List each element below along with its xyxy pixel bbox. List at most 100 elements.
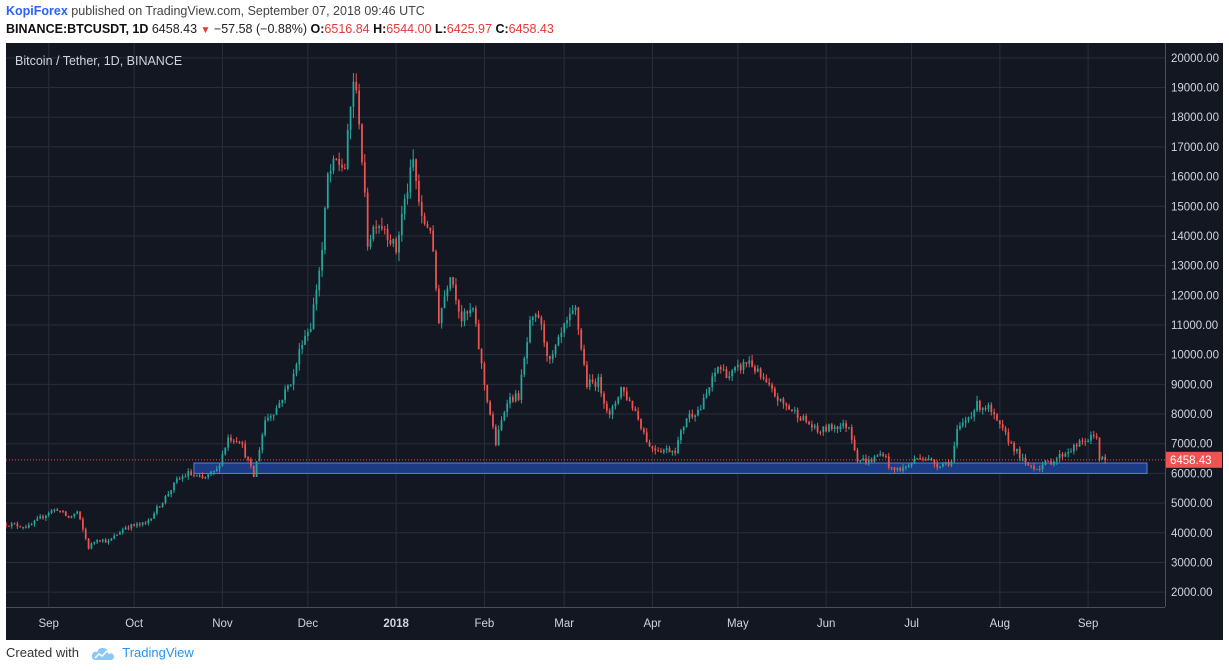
chart-container[interactable]: 2000.00 3000.00 4000.00 5000.00 6000.00 7000.… <box>6 43 1223 640</box>
candle-body <box>791 409 793 411</box>
candle-body <box>116 534 118 536</box>
tradingview-brand-link[interactable]: TradingView <box>122 645 194 660</box>
y-tick-label: 4000.00 <box>1171 528 1213 540</box>
candle-body <box>164 495 167 503</box>
candle <box>549 355 551 364</box>
candle <box>363 154 366 198</box>
candle <box>324 206 326 255</box>
close-label: C: <box>495 22 509 36</box>
candle-body <box>409 167 412 193</box>
candle <box>608 408 611 419</box>
y-tick-label: 14000.00 <box>1171 231 1219 243</box>
candle <box>312 297 315 330</box>
candle-body <box>358 90 360 125</box>
low-label: L: <box>434 22 447 36</box>
candle-body <box>312 304 315 330</box>
candle-body <box>449 277 452 289</box>
candle-body <box>440 308 443 324</box>
candle <box>574 304 577 316</box>
candle <box>571 305 574 315</box>
candle-body <box>1047 460 1050 462</box>
candle <box>725 366 728 379</box>
candle-body <box>93 542 96 544</box>
candle-body <box>1075 444 1078 447</box>
candle-body <box>241 442 244 445</box>
created-with-text: Created with <box>6 645 79 660</box>
author-link[interactable]: KopiForex <box>6 4 68 18</box>
candle <box>375 220 378 235</box>
candle <box>418 174 420 206</box>
candle <box>736 359 739 372</box>
candle <box>577 306 580 336</box>
candle <box>381 217 383 231</box>
candle <box>799 415 802 422</box>
tradingview-cloud-icon <box>91 647 114 660</box>
candle <box>805 413 808 424</box>
publish-header: KopiForex published on TradingView.com, … <box>0 0 1229 44</box>
y-tick-label: 7000.00 <box>1171 439 1213 451</box>
candle <box>101 538 104 543</box>
candle <box>830 422 833 432</box>
candle <box>833 424 836 433</box>
candle-body <box>463 311 466 322</box>
candle <box>1087 438 1089 443</box>
candle <box>76 510 79 515</box>
candle <box>341 158 343 172</box>
candle <box>594 378 597 391</box>
x-tick-label: Jul <box>904 618 919 630</box>
candle-body <box>825 426 828 432</box>
open-value: 6516.84 <box>324 22 370 36</box>
candle <box>158 506 161 508</box>
candle-body <box>247 457 249 460</box>
candle-body <box>483 363 486 386</box>
candle-body <box>84 529 87 539</box>
x-tick-label: Feb <box>474 618 494 630</box>
candle-body <box>842 423 845 427</box>
candle <box>699 404 702 411</box>
candle <box>429 227 432 234</box>
time-axis[interactable]: Sep Oct Nov Dec 2018 Feb Mar Apr May Jun Jul Aug Sep <box>38 618 1098 630</box>
candle-body <box>836 426 839 430</box>
candle <box>879 450 882 457</box>
x-tick-label: May <box>727 618 749 630</box>
candle <box>27 522 30 529</box>
candle <box>870 457 873 463</box>
candle <box>930 457 933 461</box>
candle <box>751 354 753 368</box>
candle-body <box>705 393 708 398</box>
candle <box>452 276 454 288</box>
candle-body <box>1104 456 1107 460</box>
candle-body <box>674 450 677 454</box>
candle <box>512 394 514 403</box>
candle <box>116 534 118 536</box>
candle-body <box>540 317 543 325</box>
candle-body <box>335 158 338 160</box>
candle-body <box>150 518 153 521</box>
candle-body <box>119 532 121 535</box>
candle <box>349 106 352 140</box>
candle <box>907 463 910 468</box>
candle-body <box>970 416 973 418</box>
candle <box>705 388 708 399</box>
candle <box>150 518 153 522</box>
candle <box>289 384 292 387</box>
candle <box>762 373 765 381</box>
candle-body <box>492 414 494 427</box>
candle <box>1050 458 1052 465</box>
x-tick-label: 2018 <box>383 618 409 630</box>
candle <box>415 158 417 190</box>
price-axis[interactable]: 2000.00 3000.00 4000.00 5000.00 6000.00 7000.… <box>1171 53 1219 599</box>
candle-body <box>759 368 762 377</box>
candle <box>885 453 887 459</box>
candle-body <box>822 426 825 433</box>
candle-body <box>996 414 998 421</box>
candle <box>124 525 127 530</box>
candle <box>1035 468 1038 471</box>
candle-body <box>902 467 904 471</box>
candle <box>560 327 563 344</box>
candle-body <box>885 455 887 457</box>
price-chart[interactable]: 2000.00 3000.00 4000.00 5000.00 6000.00 7000.… <box>6 43 1223 640</box>
y-tick-label: 6000.00 <box>1171 468 1213 480</box>
candle <box>244 440 247 459</box>
candle <box>250 457 252 469</box>
